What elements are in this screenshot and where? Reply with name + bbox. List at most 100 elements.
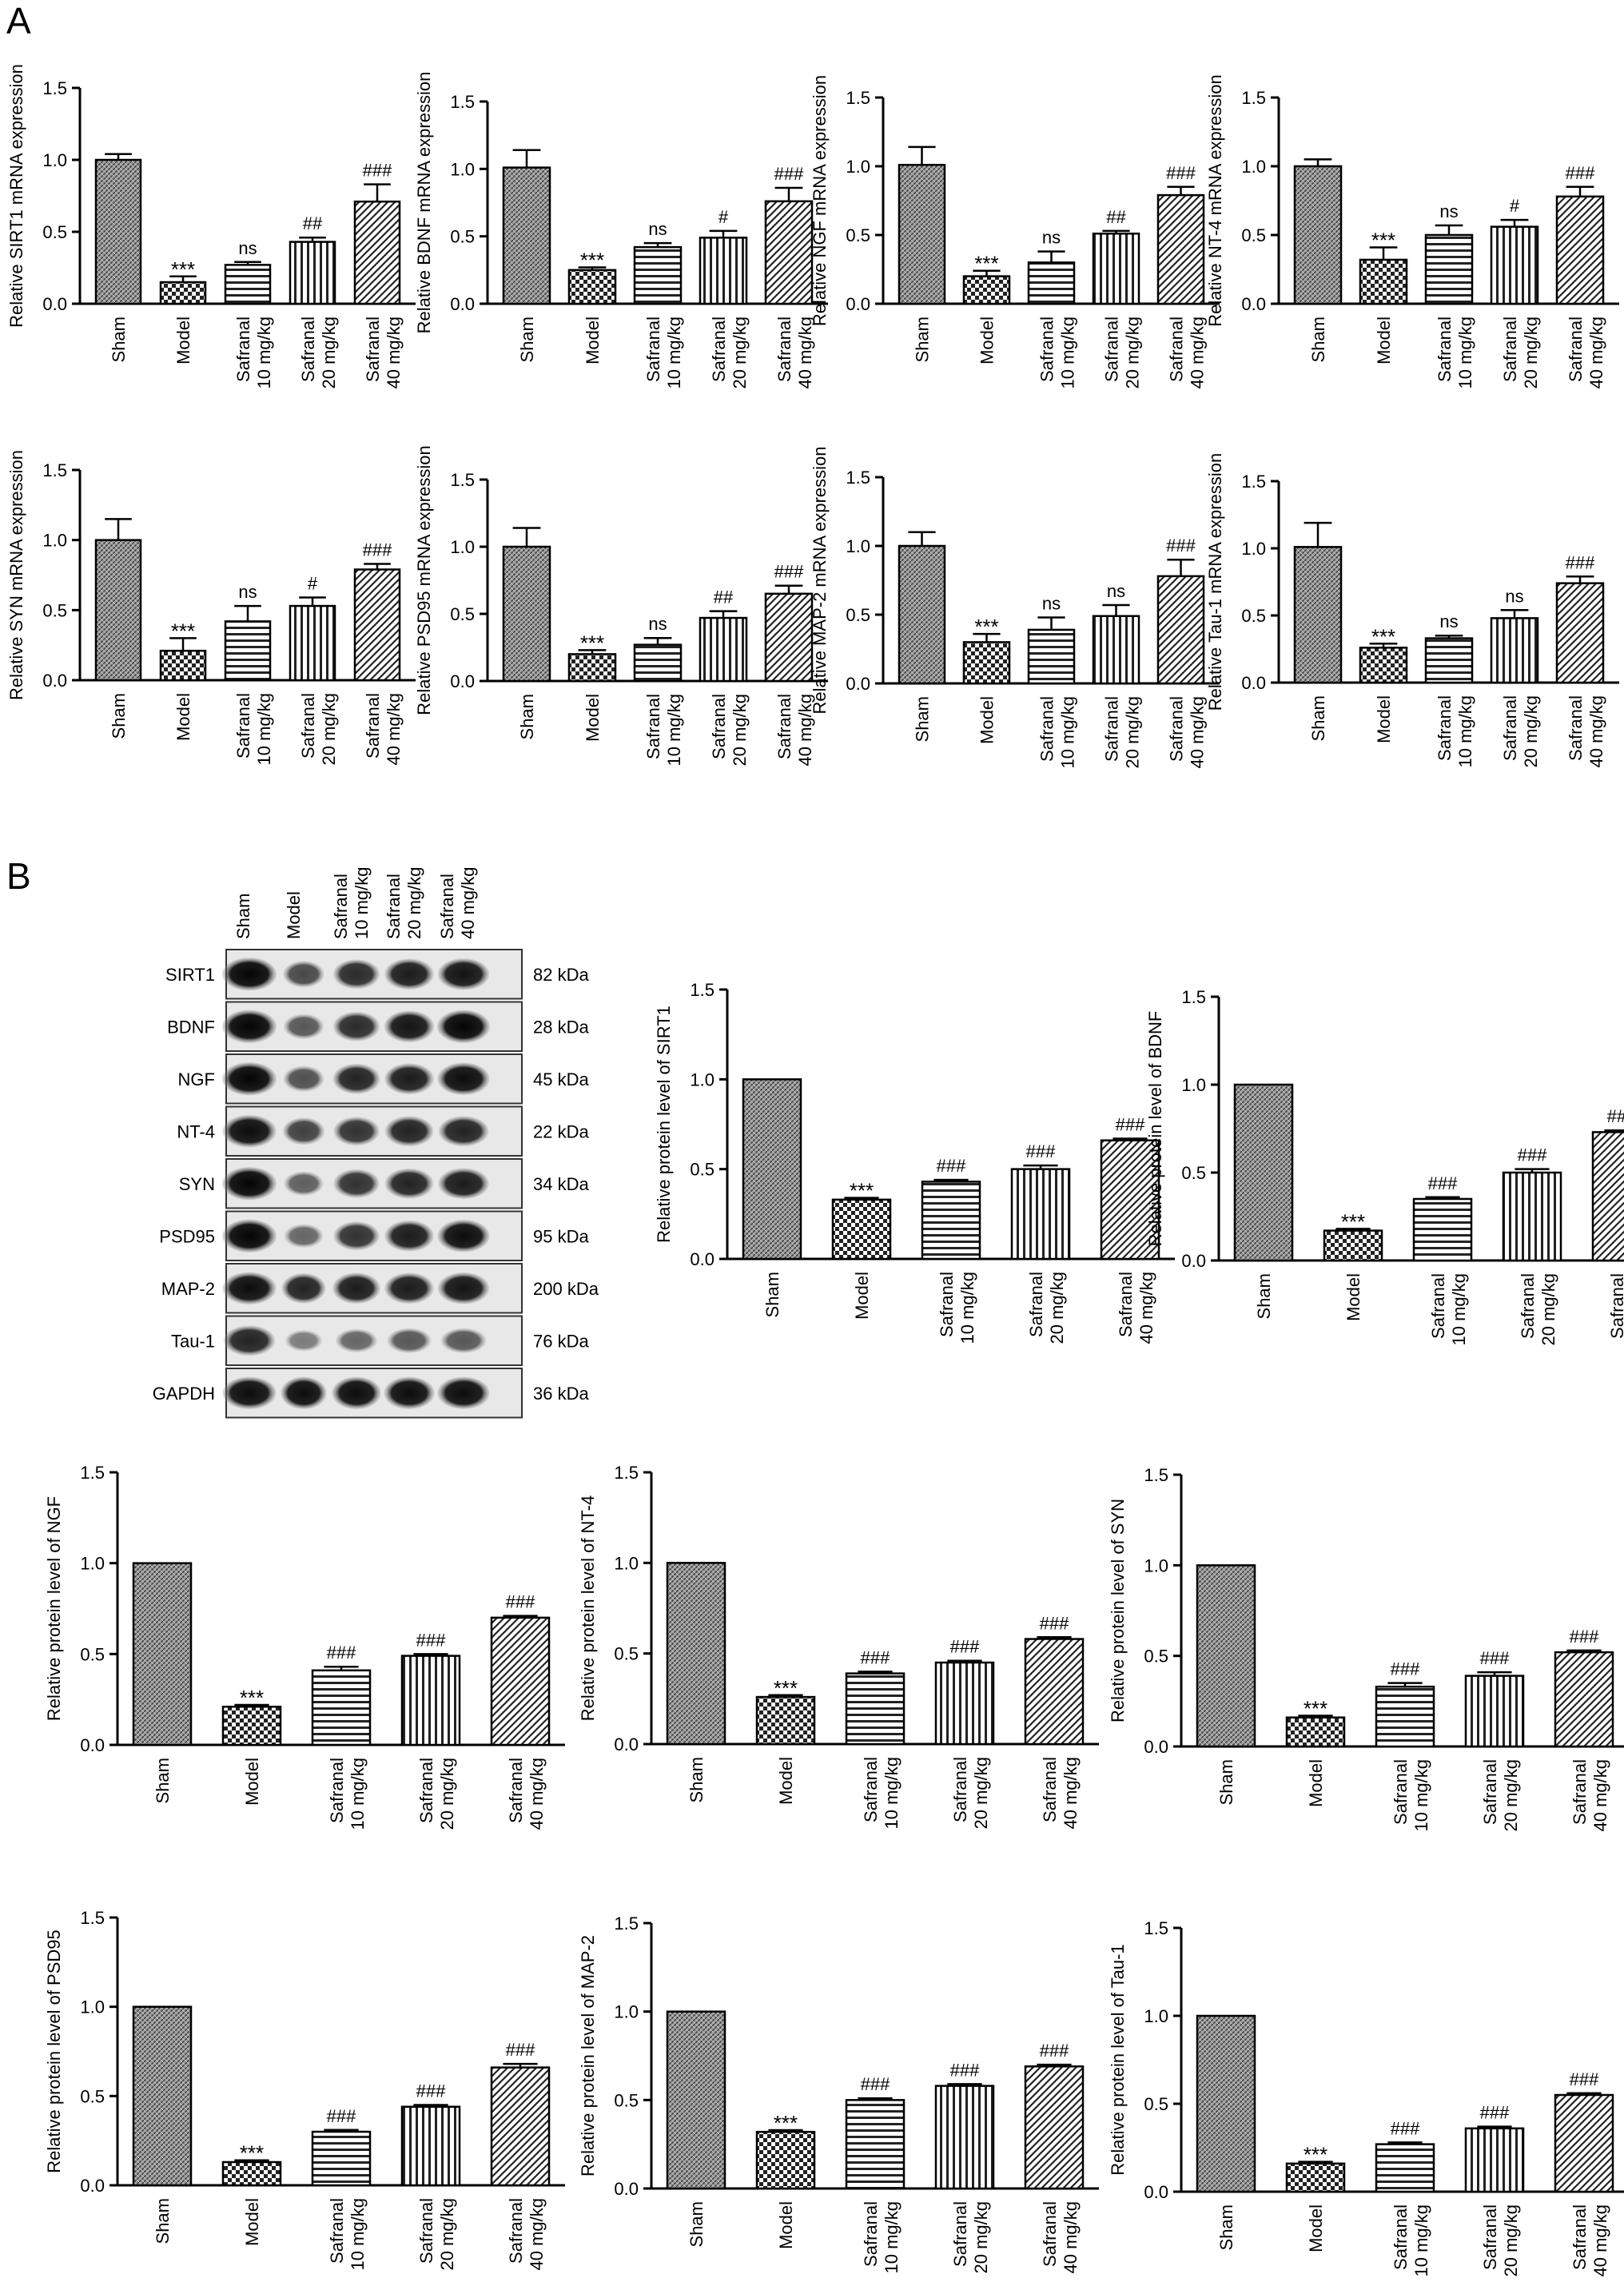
y-axis-label: Relative protein level of SIRT1: [654, 1006, 674, 1243]
x-tick-label: Safranal40 mg/kg: [1116, 1272, 1156, 1344]
protein-kda: 34 kDa: [533, 1174, 589, 1194]
bar-5: [1555, 195, 1605, 305]
blot-band: [332, 1272, 380, 1304]
x-tick-label: Safranal10 mg/kg: [861, 2201, 902, 2274]
blot-band: [438, 1116, 489, 1147]
bar-4: [699, 237, 748, 305]
bar-3: [633, 643, 683, 683]
blot-band: [222, 1114, 277, 1148]
blot-band: [384, 1220, 434, 1252]
y-tick-label: 1.0: [42, 531, 67, 551]
significance-label: ns: [1439, 201, 1458, 221]
bar-4: [289, 241, 336, 305]
blot-band: [283, 961, 324, 988]
blot-band: [438, 1168, 489, 1200]
significance-label: ###: [1166, 163, 1196, 183]
significance-label: ***: [1371, 624, 1395, 648]
x-tick-label: Safranal40 mg/kg: [1040, 2201, 1081, 2274]
protein-kda: 36 kDa: [533, 1384, 589, 1404]
bar-1: [666, 1562, 726, 1746]
y-tick-label: 0.5: [846, 225, 870, 245]
x-tick-label: Safranal10 mg/kg: [1391, 1759, 1431, 1832]
bar-1: [94, 539, 142, 682]
protein-name: SYN: [179, 1174, 215, 1194]
significance-label: ***: [240, 1686, 264, 1710]
y-tick-label: 1.0: [690, 1069, 714, 1089]
y-axis-label: Relative MAP-2 mRNA expression: [810, 446, 830, 714]
y-tick-label: 0.5: [1241, 606, 1266, 626]
bar-5: [490, 1616, 551, 1746]
significance-label: ###: [1570, 2069, 1599, 2089]
bar-2: [962, 275, 1011, 305]
y-tick-label: 0.0: [450, 671, 475, 691]
x-tick-label: Model: [1306, 1759, 1326, 1807]
bar-2: [221, 2161, 282, 2187]
y-tick-label: 0.5: [80, 2086, 105, 2106]
y-tick-label: 1.0: [450, 537, 475, 557]
bar-2: [755, 1695, 816, 1746]
bar-5: [490, 2066, 551, 2187]
significance-label: #: [718, 207, 729, 227]
bar-5: [1156, 575, 1205, 685]
x-tick-label: Safranal20 mg/kg: [1500, 695, 1541, 768]
bar-1: [1233, 1083, 1294, 1262]
y-axis-label: Relative NT-4 mRNA expression: [1205, 74, 1225, 326]
bar-5: [1554, 1651, 1614, 1748]
significance-label: ###: [1480, 2103, 1510, 2123]
chart-4: 0.0 0.5 1.0 1.5 Relative NT-4 mRNA expressio…: [1205, 74, 1619, 389]
significance-label: ###: [950, 2060, 980, 2080]
bar-2: [567, 653, 617, 683]
y-tick-label: 0.0: [690, 1249, 714, 1269]
bar-4: [400, 1655, 461, 1746]
bar-5: [353, 568, 401, 682]
chart-15: 0.0 0.5 1.0 1.5 Relative protein level of MA…: [578, 1914, 1099, 2274]
x-tick-label: Safranal10 mg/kg: [233, 693, 274, 766]
y-tick-label: 0.0: [1144, 2182, 1168, 2202]
x-tick-label: Sham: [517, 694, 537, 739]
x-tick-label: Safranal10 mg/kg: [643, 694, 684, 767]
chart-2: 0.0 0.5 1.0 1.5 Relative BDNF mRNA expressio…: [414, 72, 828, 389]
protein-kda: 200 kDa: [533, 1279, 599, 1299]
bar-5: [1555, 582, 1605, 684]
significance-label: ***: [171, 619, 195, 643]
significance-label: ###: [861, 1647, 890, 1667]
chart-16: 0.0 0.5 1.0 1.5 Relative protein level of Ta…: [1108, 1918, 1624, 2277]
y-tick-label: 0.0: [614, 2179, 639, 2199]
x-tick-label: Safranal40 mg/kg: [1566, 695, 1606, 768]
bar-3: [845, 2099, 906, 2190]
x-tick-label: Safranal20 mg/kg: [1102, 317, 1143, 389]
y-tick-label: 1.0: [614, 2002, 639, 2022]
chart-13: 0.0 0.5 1.0 1.5 Relative protein level of SY…: [1108, 1465, 1624, 1832]
blot-band: [437, 1272, 490, 1304]
significance-label: ***: [774, 1676, 798, 1700]
blot-band: [437, 1219, 490, 1253]
bar-3: [1375, 1685, 1435, 1748]
bar-1: [666, 2010, 726, 2190]
y-tick-label: 1.0: [80, 1554, 105, 1574]
y-tick-label: 0.0: [1241, 294, 1266, 314]
blot-band: [437, 1010, 490, 1043]
y-tick-label: 0.0: [846, 674, 870, 694]
blot-row-map-2: MAP-2 200 kDa: [161, 1263, 599, 1314]
bar-3: [633, 245, 683, 305]
y-tick-label: 1.0: [1144, 2006, 1168, 2026]
significance-label: ns: [238, 238, 257, 258]
significance-label: ***: [974, 615, 998, 639]
chart-3: 0.0 0.5 1.0 1.5 Relative NGF mRNA expression…: [810, 75, 1220, 389]
y-tick-label: 1.0: [614, 1553, 639, 1573]
significance-label: ###: [1391, 1659, 1420, 1679]
y-tick-label: 1.5: [1144, 1465, 1168, 1485]
bar-2: [755, 2130, 816, 2190]
blot-band: [332, 1011, 380, 1041]
blot-row-sirt1: SIRT1 82 kDa: [165, 949, 589, 1000]
significance-label: ns: [1439, 611, 1458, 631]
y-axis-label: Relative PSD95 mRNA expression: [414, 445, 434, 715]
significance-label: ###: [1116, 1114, 1145, 1134]
bar-3: [224, 264, 272, 305]
x-tick-label: Model: [242, 1758, 262, 1806]
bar-charts: 0.0 0.5 1.0 1.5 Relative SIRT1 mRNA expressi…: [6, 64, 1624, 2277]
significance-label: ###: [861, 2074, 890, 2094]
blot-band: [222, 1010, 277, 1043]
x-tick-label: Safranal40 mg/kg: [1570, 1759, 1610, 1832]
blot-band: [281, 1376, 327, 1410]
